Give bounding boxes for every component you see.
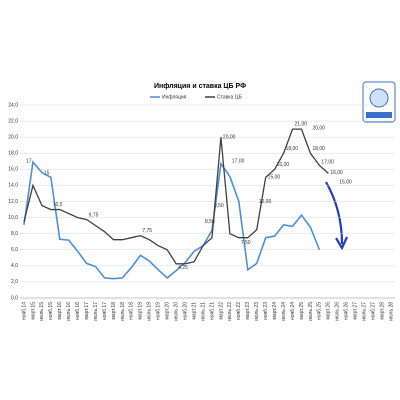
- x-tick-label: нояб.17: [102, 302, 108, 320]
- annotation: 9,50: [214, 203, 224, 209]
- y-tick-label: 6,0: [11, 247, 18, 253]
- x-tick-label: март.27: [353, 302, 359, 320]
- annotation: 20,00: [223, 134, 236, 140]
- x-tick-label: нояб.24: [290, 302, 296, 320]
- x-tick-label: нояб.18: [129, 302, 135, 320]
- x-tick-label: июль.17: [93, 302, 99, 321]
- y-tick-label: 8,0: [11, 231, 18, 237]
- annotation: 20,00: [312, 126, 325, 132]
- annotation: 15: [44, 171, 50, 177]
- x-tick-label: март.24: [272, 302, 278, 320]
- annotation: 16,00: [330, 170, 343, 176]
- x-tick-label: март.22: [218, 302, 224, 320]
- x-tick-label: нояб.27: [370, 302, 376, 320]
- annotation: 15,00: [339, 180, 352, 186]
- series-line: [23, 128, 329, 265]
- x-tick-label: июль.22: [227, 302, 233, 321]
- x-tick-label: июль.15: [39, 302, 45, 321]
- x-tick-label: март.20: [165, 302, 171, 320]
- annotation: 18,00: [286, 146, 299, 152]
- x-tick-label: июль.18: [120, 302, 126, 321]
- annotation: 7,75: [142, 228, 152, 234]
- y-tick-label: 22,0: [8, 118, 18, 124]
- forecast-arrowhead: [335, 236, 349, 251]
- legend-label: Ставка ЦБ: [217, 94, 242, 100]
- annotation: 18,00: [312, 146, 325, 152]
- x-tick-label: июль.27: [361, 302, 367, 321]
- annotation: 7,50: [241, 240, 251, 246]
- y-tick-label: 4,0: [11, 263, 18, 269]
- x-tick-label: нояб.20: [182, 302, 188, 320]
- annotation: 21,00: [295, 122, 308, 128]
- x-tick-label: март.28: [379, 302, 385, 320]
- x-tick-label: нояб.21: [209, 302, 215, 320]
- x-tick-label: июль.24: [281, 302, 287, 321]
- x-tick-label: июль.26: [335, 302, 341, 321]
- annotation: 17,00: [232, 159, 245, 165]
- x-tick-label: июль.16: [66, 302, 72, 321]
- x-tick-label: нояб.15: [48, 302, 54, 320]
- x-tick-label: июль.23: [254, 302, 260, 321]
- x-tick-label: нояб.19: [156, 302, 162, 320]
- annotation: 17: [26, 159, 32, 165]
- chart-title: Инфляция и ставка ЦБ РФ: [154, 83, 246, 90]
- x-tick-label: март.16: [57, 302, 63, 320]
- logo: [362, 81, 396, 123]
- annotation: 17,00: [321, 159, 334, 165]
- x-tick-label: нояб.16: [75, 302, 81, 320]
- x-tick-label: март.17: [84, 302, 90, 320]
- x-tick-label: июль.25: [308, 302, 314, 321]
- annotation: 9,75: [89, 212, 99, 218]
- y-tick-label: 14,0: [8, 183, 18, 189]
- x-tick-label: нояб.14: [21, 302, 27, 320]
- x-tick-label: март.23: [245, 302, 251, 320]
- forecast-arrow: [325, 181, 344, 245]
- x-tick-label: июль.28: [388, 302, 394, 321]
- y-tick-label: 16,0: [8, 167, 18, 173]
- annotation: 8,50: [205, 219, 215, 225]
- y-tick-label: 18,0: [8, 151, 18, 157]
- y-tick-label: 2,0: [11, 279, 18, 285]
- x-tick-label: март.18: [111, 302, 117, 320]
- annotation: 12,00: [259, 199, 272, 205]
- x-tick-label: июль.21: [200, 302, 206, 321]
- series-line: [23, 160, 321, 280]
- x-tick-label: март.21: [191, 302, 197, 320]
- x-tick-label: июль.19: [147, 302, 153, 321]
- y-tick-label: 10,0: [8, 215, 18, 221]
- x-tick-label: нояб.26: [344, 302, 350, 320]
- legend-label: Инфляция: [162, 94, 187, 100]
- x-tick-label: нояб.25: [317, 302, 323, 320]
- annotation: 10,5: [53, 202, 63, 208]
- y-tick-label: 0,0: [11, 295, 18, 301]
- x-tick-label: март.15: [30, 302, 36, 320]
- x-tick-label: март.26: [326, 302, 332, 320]
- y-tick-label: 12,0: [8, 199, 18, 205]
- annotation: 16,00: [277, 162, 290, 168]
- x-tick-label: март.19: [138, 302, 144, 320]
- annotation: 15,00: [268, 175, 281, 181]
- x-tick-label: нояб.23: [263, 302, 269, 320]
- y-tick-label: 20,0: [8, 134, 18, 140]
- x-tick-label: июль.20: [173, 302, 179, 321]
- x-tick-label: март.25: [299, 302, 305, 320]
- x-tick-label: нояб.22: [236, 302, 242, 320]
- y-tick-label: 24,0: [8, 102, 18, 108]
- annotation: 4,25: [178, 265, 188, 271]
